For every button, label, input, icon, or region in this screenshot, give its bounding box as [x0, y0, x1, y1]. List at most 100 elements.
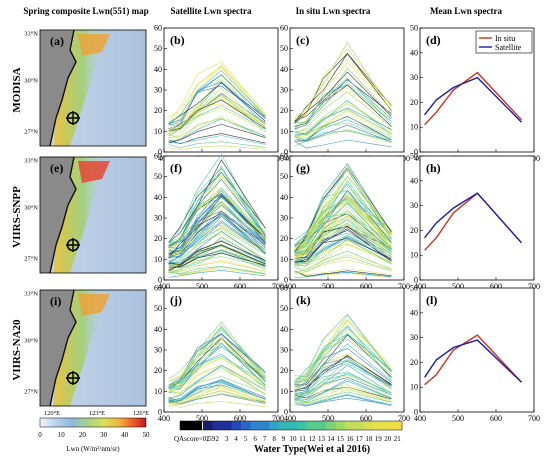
col-title-map: Spring composite Lwn(551) map [23, 6, 148, 16]
water-type-swatch [212, 421, 223, 430]
map-panels: 33°N 30°N 27°N (a) 33°N 30°N 27°N (e) 33°N 30°N 27… [24, 29, 149, 417]
panel-label: (h) [426, 161, 441, 175]
spectrum-line [168, 364, 266, 400]
y-tick-label: 10 [410, 123, 418, 132]
spectrum-line [168, 245, 266, 265]
spectrum-line [294, 243, 392, 266]
spectrum-line [294, 243, 392, 266]
x-tick-label: 500 [196, 414, 208, 423]
map-frame [39, 29, 147, 147]
spectrum-line [168, 190, 266, 252]
plot-frame [419, 155, 535, 281]
y-tick-label: 20 [410, 358, 418, 367]
spectrum-line [294, 88, 392, 129]
spectrum-line [294, 62, 392, 123]
panel-label: (c) [296, 33, 309, 47]
spectrum-line [294, 384, 392, 402]
y-tick-label: 10 [154, 387, 162, 396]
spectrum-line [294, 250, 392, 274]
spectrum-line [294, 387, 392, 405]
y-tick-label: 40 [154, 193, 162, 202]
spectrum-line [168, 85, 266, 132]
map-panel-1: 33°N 30°N 27°N (e) [24, 156, 147, 274]
lat-tick-label: 27°N [24, 255, 38, 262]
spectrum-line [168, 82, 266, 124]
spectrum-line [168, 118, 266, 143]
spectrum-line [294, 259, 392, 274]
panel-label: (f) [170, 161, 182, 175]
spectrum-line [294, 202, 392, 255]
lat-tick-label: 30°N [24, 77, 38, 84]
spectrum-line [294, 374, 392, 396]
map-land [40, 30, 76, 146]
spectrum-line [294, 198, 392, 253]
y-tick-label: 50 [154, 44, 162, 53]
x-tick-label: 700 [398, 414, 410, 423]
y-tick-label: 50 [154, 304, 162, 313]
spectrum-line [168, 381, 266, 402]
y-tick-label: 30 [280, 86, 288, 95]
y-tick-label: 10 [410, 383, 418, 392]
spectrum-line [294, 371, 392, 401]
map-colorbar-tick: 10 [58, 431, 66, 439]
y-tick-label: 60 [280, 284, 288, 293]
y-tick-label: 60 [154, 24, 162, 33]
map-colorbar-tick: 0 [38, 431, 42, 439]
map-frame [39, 156, 147, 274]
spectrum-line [294, 124, 392, 143]
lat-tick-label: 30°N [24, 337, 38, 344]
y-tick-label: 30 [410, 73, 418, 82]
water-type-tick: 16 [346, 435, 354, 443]
spectrum-line [168, 67, 266, 118]
y-tick-label: 30 [154, 86, 162, 95]
spectrum-line [168, 336, 266, 382]
spectrum-line [168, 216, 266, 258]
map-land [40, 157, 76, 273]
y-tick-label: 10 [154, 255, 162, 264]
station-marker-cross [66, 111, 80, 125]
spectrum-line [168, 92, 266, 132]
panel-label: (d) [426, 33, 441, 47]
spectrum-line [294, 139, 392, 149]
water-type-tick: 19 [375, 435, 383, 443]
y-tick-label: 0 [158, 148, 162, 157]
map-estuary-plume [78, 34, 110, 56]
water-type-tick: 3 [225, 435, 229, 443]
satellite-mean-line [424, 339, 522, 383]
water-type-tick: 2 [215, 435, 219, 443]
y-tick-label: 50 [410, 24, 418, 33]
spectrum-line [294, 359, 392, 395]
spectrum-line [294, 215, 392, 260]
water-type-swatch [316, 421, 327, 430]
spectrum-line [168, 342, 266, 394]
spectrum-line [294, 394, 392, 406]
spectrum-line [294, 272, 392, 278]
row-label-na20: VIIRS-NA20 [11, 319, 23, 381]
spectrum-line [168, 390, 266, 408]
panel-label: (i) [50, 294, 61, 308]
legend-satellite-label: Satellite [495, 43, 522, 52]
spectrum-line [168, 393, 266, 405]
spectrum-line [294, 254, 392, 269]
y-tick-label: 40 [280, 193, 288, 202]
map-coastline [49, 289, 77, 407]
spectrum-line [294, 319, 392, 384]
spectrum-line [168, 268, 266, 276]
spectrum-line [294, 91, 392, 134]
spectrum-line [168, 105, 266, 137]
map-colorbar: 0 10 20 30 40 50 Lwn (W/m²/nm/sr) [38, 417, 150, 453]
y-tick-label: 0 [414, 148, 418, 157]
water-type-swatch [278, 421, 289, 430]
spectrum-line [294, 359, 392, 396]
water-type-swatch [203, 421, 213, 430]
row-label-snpp: VIIRS-SNPP [11, 186, 23, 248]
spectrum-line [168, 368, 266, 399]
spectrum-line [168, 65, 266, 131]
water-type-swatch [259, 421, 270, 430]
water-type-tick: 21 [394, 435, 402, 443]
spectrum-line [294, 338, 392, 385]
